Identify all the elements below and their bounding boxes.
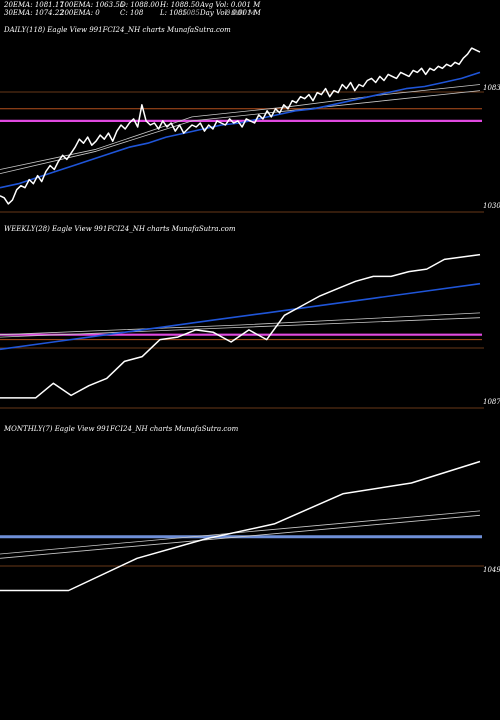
day-vol-overlap-label: 0.001 M: [226, 9, 256, 17]
change-label: C: 108: [120, 9, 144, 17]
avg-vol-label: Avg Vol: 0.001 M: [200, 1, 261, 9]
monthly-ema-grey_2-line: [0, 514, 481, 559]
monthly-price-line: [0, 460, 481, 592]
weekly-y-label-0: 1087: [483, 398, 500, 406]
weekly-ema-grey_1-line: [0, 312, 481, 336]
daily-price-line: [0, 47, 481, 205]
ema100-label: 100EMA: 1063.55: [60, 1, 125, 9]
daily-chart-title: DAILY(118) Eagle View 991FCI24_NH charts…: [4, 26, 231, 34]
high-label: H: 1088.50: [160, 1, 200, 9]
weekly-ema-blue-line: [0, 282, 481, 351]
ema200-label: 200EMA: 0: [60, 9, 100, 17]
day-vol-label: Day Vol: 0.001 M: [200, 9, 261, 17]
monthly-y-label-0: 1049: [483, 566, 500, 574]
ema30-label: 30EMA: 1074.22: [4, 9, 64, 17]
daily-y-label-0: 1083: [483, 84, 500, 92]
ema20-label: 20EMA: 1081.17: [4, 1, 64, 9]
monthly-chart-title: MONTHLY(7) Eagle View 991FCI24_NH charts…: [4, 425, 239, 433]
daily-ema-blue-line: [0, 71, 481, 189]
weekly-ema-grey_2-line: [0, 317, 481, 338]
daily-y-label-1: 1030: [483, 202, 500, 210]
low-label: L: 1085: [160, 9, 188, 17]
weekly-price-line: [0, 253, 481, 399]
low-overlap-label: 1085: [182, 9, 200, 17]
daily-ema-grey_2-line: [0, 90, 481, 174]
weekly-chart-title: WEEKLY(28) Eagle View 991FCI24_NH charts…: [4, 225, 236, 233]
monthly-ema-grey_1-line: [0, 510, 481, 555]
daily-ema-grey_1-line: [0, 84, 481, 170]
open-label: O: 1088.00: [120, 1, 160, 9]
